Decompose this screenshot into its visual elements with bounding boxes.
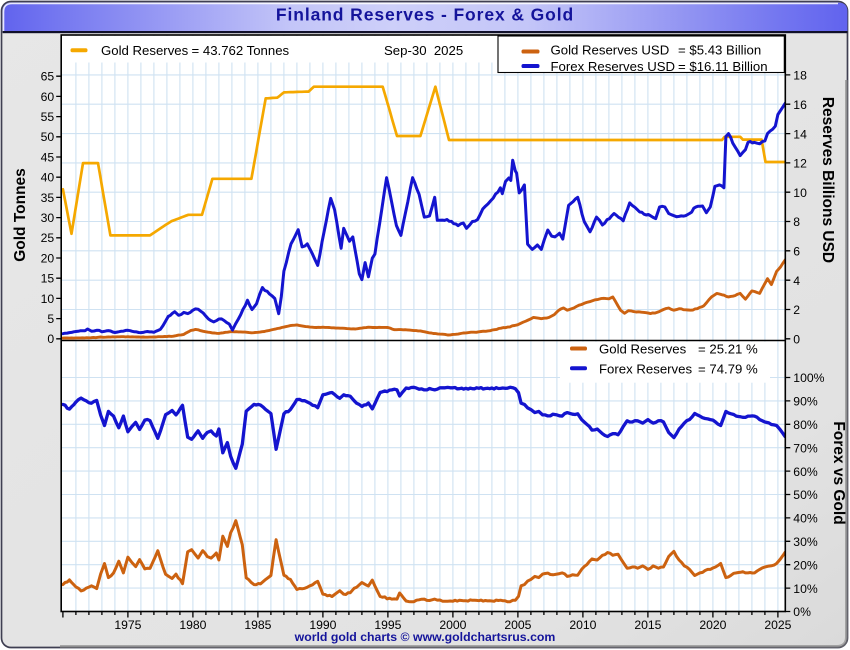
svg-text:1985: 1985 (244, 618, 271, 632)
svg-text:50: 50 (41, 130, 55, 144)
svg-text:= 74.79 %: = 74.79 % (698, 361, 758, 376)
svg-text:2010: 2010 (569, 618, 596, 632)
svg-text:10: 10 (41, 292, 55, 306)
svg-text:40: 40 (41, 171, 55, 185)
svg-text:30: 30 (41, 211, 55, 225)
svg-text:Gold Reserves USD: Gold Reserves USD (551, 43, 670, 58)
svg-text:70%: 70% (793, 441, 818, 455)
svg-text:80%: 80% (793, 418, 818, 432)
svg-text:15: 15 (41, 272, 55, 286)
svg-text:Gold Reserves: Gold Reserves (599, 342, 687, 357)
svg-text:2000: 2000 (439, 618, 466, 632)
svg-text:0%: 0% (793, 605, 811, 619)
svg-text:world gold charts © www.goldch: world gold charts © www.goldchartsrus.co… (294, 630, 556, 644)
svg-text:2025: 2025 (764, 618, 791, 632)
svg-text:0: 0 (47, 332, 54, 346)
svg-text:1975: 1975 (114, 618, 141, 632)
svg-text:2005: 2005 (504, 618, 531, 632)
svg-text:25: 25 (41, 231, 55, 245)
svg-text:60%: 60% (793, 465, 818, 479)
svg-text:2015: 2015 (634, 618, 661, 632)
svg-text:Forex Reserves: Forex Reserves (599, 361, 692, 376)
svg-text:60: 60 (41, 90, 55, 104)
svg-text:Gold Tonnes: Gold Tonnes (12, 168, 29, 262)
svg-text:Sep-30 2025: Sep-30 2025 (384, 43, 463, 58)
svg-text:= 43.762 Tonnes: = 43.762 Tonnes (192, 43, 290, 58)
svg-text:18: 18 (793, 69, 807, 83)
svg-text:65: 65 (41, 70, 55, 84)
svg-text:35: 35 (41, 191, 55, 205)
svg-text:12: 12 (793, 157, 807, 171)
svg-text:14: 14 (793, 127, 807, 141)
svg-text:= 25.21 %: = 25.21 % (698, 342, 758, 357)
svg-text:55: 55 (41, 110, 55, 124)
svg-text:Reserves Billions USD: Reserves Billions USD (819, 97, 836, 263)
svg-text:1995: 1995 (374, 618, 401, 632)
svg-text:90%: 90% (793, 395, 818, 409)
svg-text:20: 20 (41, 251, 55, 265)
svg-text:2020: 2020 (699, 618, 726, 632)
svg-text:16: 16 (793, 98, 807, 112)
svg-text:45: 45 (41, 150, 55, 164)
svg-text:= $16.11 Billion: = $16.11 Billion (678, 59, 768, 74)
svg-text:50%: 50% (793, 488, 818, 502)
svg-text:Forex Reserves USD: Forex Reserves USD (551, 59, 676, 74)
svg-text:0: 0 (793, 333, 800, 347)
svg-text:10: 10 (793, 186, 807, 200)
svg-text:30%: 30% (793, 535, 818, 549)
svg-text:Gold Reserves: Gold Reserves (101, 43, 189, 58)
svg-text:1980: 1980 (179, 618, 206, 632)
svg-text:40%: 40% (793, 512, 818, 526)
svg-text:20%: 20% (793, 558, 818, 572)
svg-text:4: 4 (793, 274, 800, 288)
svg-text:6: 6 (793, 245, 800, 259)
svg-text:Finland Reserves - Forex & Gol: Finland Reserves - Forex & Gold (276, 4, 574, 24)
svg-text:2: 2 (793, 303, 800, 317)
svg-text:100%: 100% (793, 371, 824, 385)
svg-text:1990: 1990 (309, 618, 336, 632)
svg-text:5: 5 (47, 312, 54, 326)
svg-text:Forex vs Gold: Forex vs Gold (830, 421, 847, 524)
svg-text:10%: 10% (793, 582, 818, 596)
svg-text:8: 8 (793, 215, 800, 229)
svg-text:= $5.43 Billion: = $5.43 Billion (678, 43, 761, 58)
